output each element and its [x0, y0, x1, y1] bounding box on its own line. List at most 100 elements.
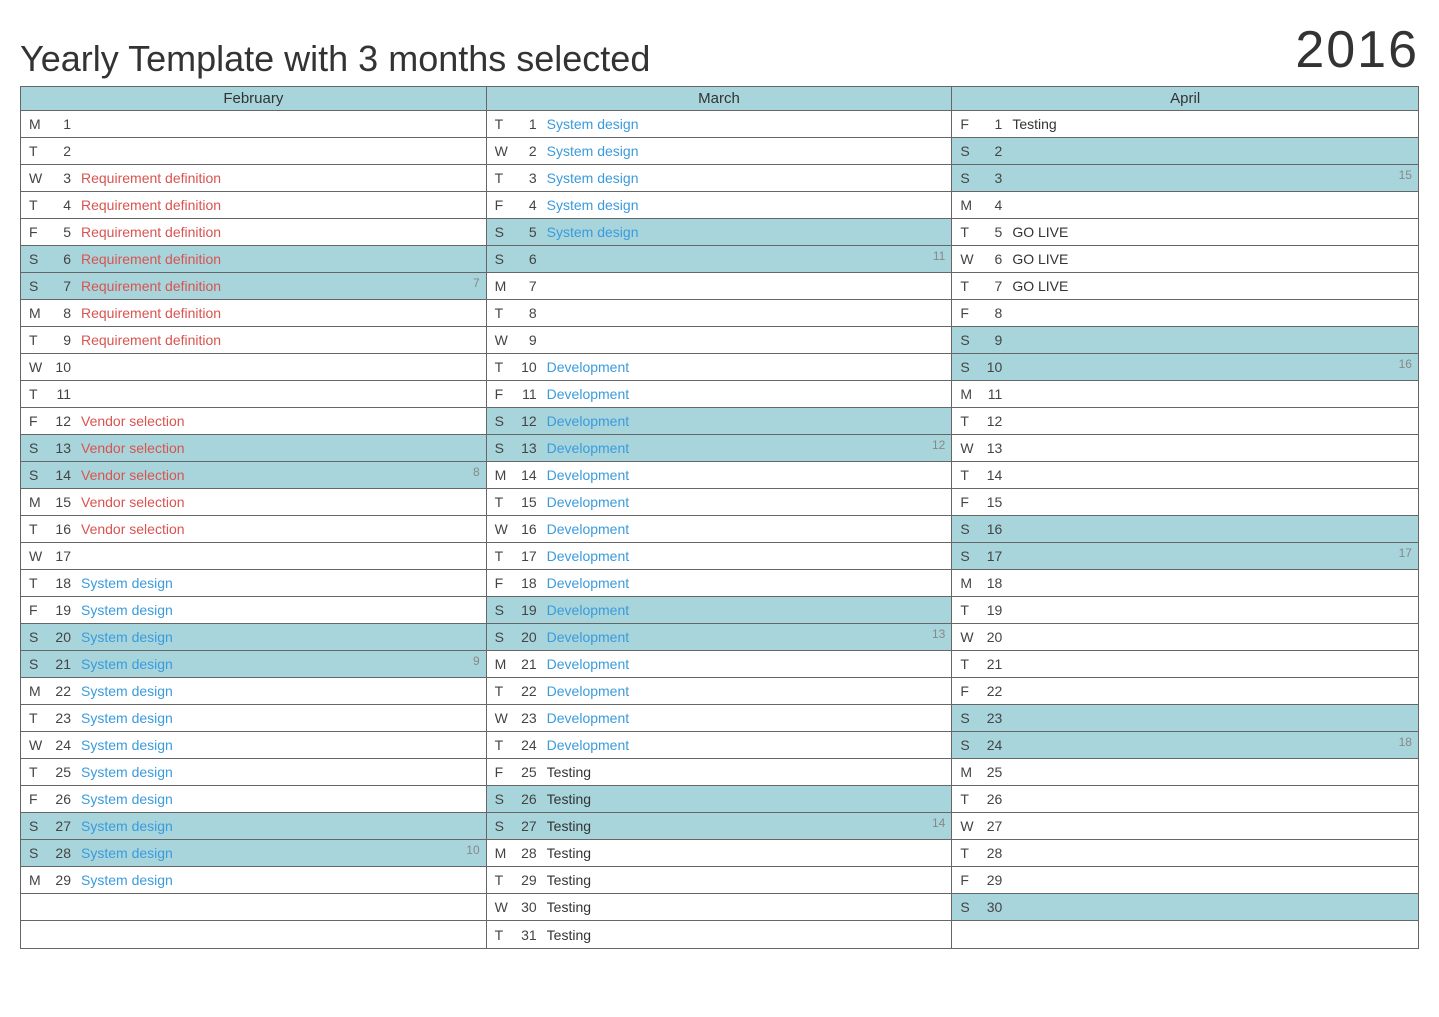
day-row[interactable]: M4	[952, 192, 1418, 219]
day-row[interactable]: W24System design	[21, 732, 486, 759]
day-row[interactable]: S23	[952, 705, 1418, 732]
day-row[interactable]: T29Testing	[487, 867, 952, 894]
day-row[interactable]: M21Development	[487, 651, 952, 678]
day-row[interactable]: S9	[952, 327, 1418, 354]
day-row[interactable]: F12Vendor selection	[21, 408, 486, 435]
day-number: 24	[513, 737, 537, 753]
day-row[interactable]: F5Requirement definition	[21, 219, 486, 246]
day-row[interactable]: M11	[952, 381, 1418, 408]
day-row[interactable]: W10	[21, 354, 486, 381]
day-row[interactable]: F15	[952, 489, 1418, 516]
day-row[interactable]: F1Testing	[952, 111, 1418, 138]
day-number: 29	[47, 872, 71, 888]
day-of-week: W	[29, 548, 47, 564]
day-row[interactable]: S30	[952, 894, 1418, 921]
day-row[interactable]: F25Testing	[487, 759, 952, 786]
day-of-week: M	[29, 305, 47, 321]
day-row[interactable]: W23Development	[487, 705, 952, 732]
day-row[interactable]: M25	[952, 759, 1418, 786]
day-number: 9	[978, 332, 1002, 348]
day-row[interactable]: T28	[952, 840, 1418, 867]
day-row[interactable]: M14Development	[487, 462, 952, 489]
day-row[interactable]: W16Development	[487, 516, 952, 543]
day-row[interactable]: M15Vendor selection	[21, 489, 486, 516]
day-row[interactable]: S6Requirement definition	[21, 246, 486, 273]
day-row[interactable]: M8Requirement definition	[21, 300, 486, 327]
day-row[interactable]: T2	[21, 138, 486, 165]
day-row[interactable]: M22System design	[21, 678, 486, 705]
day-row[interactable]: F18Development	[487, 570, 952, 597]
day-row[interactable]: M18	[952, 570, 1418, 597]
task-label: Requirement definition	[81, 224, 478, 240]
day-row[interactable]: T17Development	[487, 543, 952, 570]
day-row[interactable]: T26	[952, 786, 1418, 813]
day-row[interactable]: W30Testing	[487, 894, 952, 921]
day-row[interactable]: T3System design	[487, 165, 952, 192]
day-row[interactable]: T9Requirement definition	[21, 327, 486, 354]
day-row[interactable]: M7	[487, 273, 952, 300]
day-row[interactable]: W17	[21, 543, 486, 570]
day-row[interactable]: W2System design	[487, 138, 952, 165]
day-row[interactable]: S14Vendor selection8	[21, 462, 486, 489]
day-row[interactable]: S315	[952, 165, 1418, 192]
day-row[interactable]: F29	[952, 867, 1418, 894]
day-row[interactable]: S27System design	[21, 813, 486, 840]
day-row[interactable]: T21	[952, 651, 1418, 678]
day-row[interactable]: T11	[21, 381, 486, 408]
day-row[interactable]: W13	[952, 435, 1418, 462]
day-row[interactable]: F4System design	[487, 192, 952, 219]
day-row[interactable]: T22Development	[487, 678, 952, 705]
day-row[interactable]: T7GO LIVE	[952, 273, 1418, 300]
day-row[interactable]: T5GO LIVE	[952, 219, 1418, 246]
day-row[interactable]: T18System design	[21, 570, 486, 597]
day-number: 21	[978, 656, 1002, 672]
day-row[interactable]: S27Testing14	[487, 813, 952, 840]
day-number: 12	[978, 413, 1002, 429]
day-row[interactable]: S13Development12	[487, 435, 952, 462]
day-row[interactable]: S20System design	[21, 624, 486, 651]
day-row[interactable]: S13Vendor selection	[21, 435, 486, 462]
day-row[interactable]: T24Development	[487, 732, 952, 759]
day-row[interactable]: W27	[952, 813, 1418, 840]
day-row[interactable]: S21System design9	[21, 651, 486, 678]
day-row[interactable]: S7Requirement definition7	[21, 273, 486, 300]
day-row[interactable]: M29System design	[21, 867, 486, 894]
day-row[interactable]: T1System design	[487, 111, 952, 138]
day-row[interactable]: T4Requirement definition	[21, 192, 486, 219]
day-row[interactable]: F22	[952, 678, 1418, 705]
day-row[interactable]: W9	[487, 327, 952, 354]
day-row[interactable]: W6GO LIVE	[952, 246, 1418, 273]
day-row[interactable]: S20Development13	[487, 624, 952, 651]
day-row[interactable]: T31Testing	[487, 921, 952, 948]
day-number: 1	[978, 116, 1002, 132]
day-row[interactable]: M1	[21, 111, 486, 138]
day-row[interactable]: T16Vendor selection	[21, 516, 486, 543]
day-row[interactable]: S2	[952, 138, 1418, 165]
day-row[interactable]: S2418	[952, 732, 1418, 759]
day-row[interactable]: F19System design	[21, 597, 486, 624]
day-row[interactable]: T8	[487, 300, 952, 327]
day-row[interactable]: S16	[952, 516, 1418, 543]
day-row[interactable]: S5System design	[487, 219, 952, 246]
day-row[interactable]: S12Development	[487, 408, 952, 435]
day-row[interactable]: T12	[952, 408, 1418, 435]
day-row[interactable]: T15Development	[487, 489, 952, 516]
day-row[interactable]: T19	[952, 597, 1418, 624]
day-row[interactable]: F26System design	[21, 786, 486, 813]
day-row[interactable]: M28Testing	[487, 840, 952, 867]
day-row[interactable]: S1016	[952, 354, 1418, 381]
day-row[interactable]: S19Development	[487, 597, 952, 624]
day-row[interactable]: F11Development	[487, 381, 952, 408]
task-label: Vendor selection	[81, 467, 478, 483]
day-row[interactable]: S28System design10	[21, 840, 486, 867]
day-row[interactable]: T10Development	[487, 354, 952, 381]
day-row[interactable]: T25System design	[21, 759, 486, 786]
day-row[interactable]: S611	[487, 246, 952, 273]
day-row[interactable]: T14	[952, 462, 1418, 489]
day-row[interactable]: W20	[952, 624, 1418, 651]
day-row[interactable]: F8	[952, 300, 1418, 327]
day-row[interactable]: S1717	[952, 543, 1418, 570]
day-row[interactable]: T23System design	[21, 705, 486, 732]
day-row[interactable]: S26Testing	[487, 786, 952, 813]
day-row[interactable]: W3Requirement definition	[21, 165, 486, 192]
